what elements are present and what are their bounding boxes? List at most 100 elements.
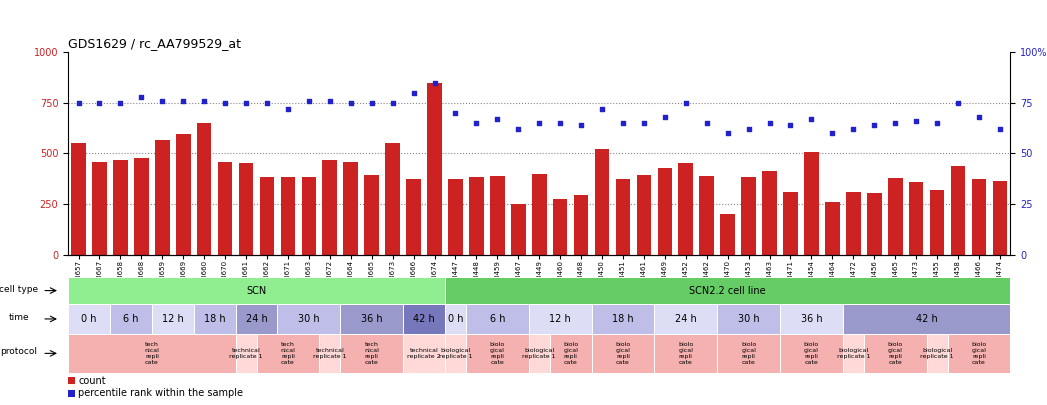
Bar [343,162,358,255]
Point [259,100,275,106]
Text: 24 h: 24 h [246,314,267,324]
Point [552,120,569,126]
Point [824,130,841,136]
Bar [403,334,445,373]
Text: tech
nical
repli
cate: tech nical repli cate [144,342,159,364]
Point [154,98,171,104]
Text: 0 h: 0 h [448,314,463,324]
Bar [909,182,923,255]
Text: 30 h: 30 h [298,314,319,324]
Bar [445,277,1010,304]
Bar [194,304,236,334]
Bar [927,334,948,373]
Bar [678,162,693,255]
Bar [825,202,840,255]
Bar [780,334,843,373]
Bar [236,304,277,334]
Text: technical
replicate 1: technical replicate 1 [313,348,347,359]
Bar [717,334,780,373]
Point [405,90,422,96]
Bar [469,177,484,255]
Bar [972,179,986,255]
Text: 12 h: 12 h [162,314,183,324]
Text: percentile rank within the sample: percentile rank within the sample [79,388,243,398]
Bar [490,176,505,255]
Bar [364,175,379,255]
Bar [762,171,777,255]
Point [636,120,652,126]
Bar [71,143,86,255]
Text: SCN: SCN [246,286,267,296]
Bar [302,177,316,255]
Bar [218,162,232,255]
Bar [637,175,651,255]
Bar [511,204,526,255]
Point [447,110,464,116]
Bar [445,304,466,334]
Bar [717,304,780,334]
Bar [720,214,735,255]
Bar [176,134,191,255]
Point [112,100,129,106]
Bar [68,277,445,304]
Bar [654,304,717,334]
Point [908,118,925,124]
Point [740,126,757,132]
Point [426,79,443,86]
Bar [864,334,927,373]
Bar [406,179,421,255]
Bar [448,179,463,255]
Bar [68,304,110,334]
Text: 42 h: 42 h [414,314,435,324]
Text: biolo
gical
repli
cate: biolo gical repli cate [888,342,903,364]
Bar [804,152,819,255]
Text: 36 h: 36 h [361,314,382,324]
Text: tech
nical
repli
cate: tech nical repli cate [281,342,295,364]
Point [468,120,485,126]
Bar [574,195,588,255]
Text: tech
nical
repli
cate: tech nical repli cate [364,342,379,364]
Bar [155,140,170,255]
Bar [322,160,337,255]
Bar [843,304,1010,334]
Point [992,126,1008,132]
Text: SCN2.2 cell line: SCN2.2 cell line [689,286,766,296]
Point [656,114,673,120]
Bar [281,177,295,255]
Point [280,106,296,112]
Point [300,98,317,104]
Bar [948,334,1010,373]
Text: biolo
gical
repli
cate: biolo gical repli cate [972,342,986,364]
Text: time: time [8,313,29,322]
Bar [68,334,236,373]
Bar [466,304,529,334]
Bar [741,177,756,255]
Text: count: count [79,375,106,386]
Point [70,100,87,106]
Point [489,116,506,122]
Text: technical
replicate 2: technical replicate 2 [407,348,441,359]
Bar [197,123,211,255]
Bar [699,176,714,255]
Text: 36 h: 36 h [801,314,822,324]
Bar [783,192,798,255]
Point [866,122,883,128]
Bar [592,304,654,334]
Bar [529,334,550,373]
Bar [68,377,74,384]
Bar [658,168,672,255]
Point [133,94,150,100]
Bar [780,304,843,334]
Point [782,122,799,128]
Point [594,106,610,112]
Text: biolo
gical
repli
cate: biolo gical repli cate [741,342,756,364]
Point [803,116,820,122]
Text: biolo
gical
repli
cate: biolo gical repli cate [616,342,630,364]
Bar [445,334,466,373]
Bar [930,190,944,255]
Bar [843,334,864,373]
Point [384,100,401,106]
Text: protocol: protocol [1,347,38,356]
Text: cell type: cell type [0,285,39,294]
Bar [236,334,257,373]
